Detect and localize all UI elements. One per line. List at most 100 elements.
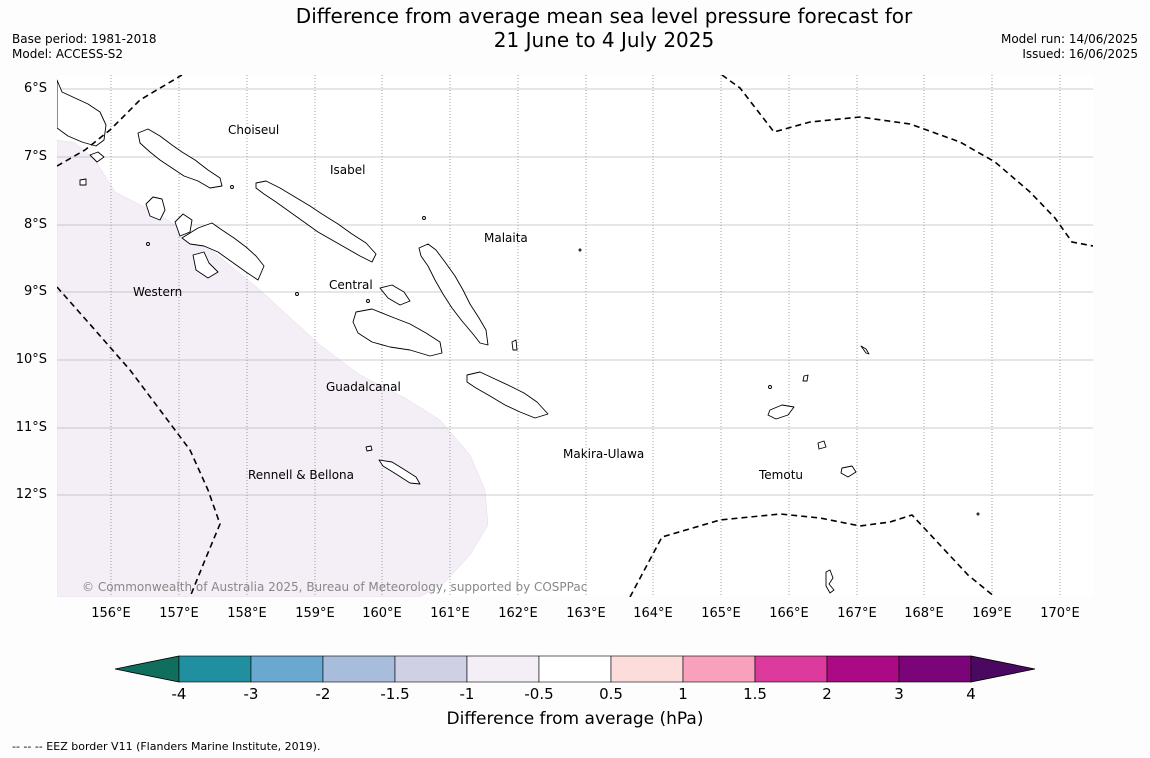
colorbar-label: 3 (894, 685, 904, 703)
coastline-shortland (79, 178, 87, 186)
colorbar-label: -0.5 (524, 685, 554, 703)
pressure-anomaly-area (57, 139, 489, 597)
lon-label-170e: 170°E (1040, 606, 1080, 621)
colorbar-segment (466, 655, 540, 683)
coastline-south-malaita (511, 339, 518, 351)
region-label-central: Central (329, 278, 373, 292)
coastline-malaita (418, 243, 489, 346)
colorbar (114, 655, 1036, 683)
coastline-new-georgia (181, 222, 265, 281)
eez-legend-note: -- -- -- EEZ border V11 (Flanders Marine… (12, 740, 321, 753)
coastline-kolombangara (174, 213, 193, 237)
coastline-ontong-islet (860, 345, 870, 355)
coastline-florida-islands (379, 284, 411, 306)
lon-label-163e: 163°E (566, 606, 606, 621)
lat-label-10s: 10°S (15, 352, 47, 367)
colorbar-segment (754, 655, 828, 683)
lon-label-157e: 157°E (159, 606, 199, 621)
coastline-duff-islands (802, 374, 809, 382)
colorbar-label: -1.5 (380, 685, 410, 703)
region-label-rennell-bellona: Rennell & Bellona (248, 468, 355, 482)
lon-label-169e: 169°E (972, 606, 1012, 621)
lon-label-161e: 161°E (430, 606, 470, 621)
eez-border-west (57, 75, 183, 167)
coastline-vanikoro (840, 465, 857, 478)
coastline-utupua (817, 440, 827, 450)
lat-label-11s: 11°S (15, 420, 47, 435)
colorbar-label: 0.5 (599, 685, 623, 703)
region-label-temotu: Temotu (759, 468, 804, 482)
region-label-choiseul: Choiseul (228, 123, 280, 137)
colorbar-label: -3 (243, 685, 259, 703)
colorbar-label: -2 (315, 685, 331, 703)
coastline-isabel (255, 180, 377, 263)
coastline-islet-e (976, 512, 980, 516)
coastline-islet-a (422, 216, 426, 220)
lon-label-159e: 159°E (295, 606, 335, 621)
lon-label-160e: 160°E (362, 606, 402, 621)
coastline-choiseul (137, 128, 223, 189)
coastline-guadalcanal (352, 308, 443, 357)
model-run-date: Model run: 14/06/2025 (1000, 32, 1138, 46)
lon-label-164e: 164°E (633, 606, 673, 621)
lon-label-158e: 158°E (227, 606, 267, 621)
colorbar-label: 1.5 (743, 685, 767, 703)
lon-label-162e: 162°E (498, 606, 538, 621)
coastline-islet-c (295, 292, 299, 296)
eez-border-southwest (57, 286, 221, 597)
lat-label-8s: 8°S (23, 217, 47, 232)
coastline-islet-d (768, 385, 772, 389)
lon-label-156e: 156°E (91, 606, 131, 621)
region-label-isabel: Isabel (330, 163, 366, 177)
copyright-notice: © Commonwealth of Australia 2025, Bureau… (82, 580, 588, 594)
colorbar-label: 4 (966, 685, 976, 703)
coastline-santa-cruz (767, 404, 795, 420)
coastline-anuta (825, 569, 835, 594)
eez-border-northeast (721, 75, 1093, 247)
lat-label-9s: 9°S (23, 284, 47, 299)
coastline-islet-f (146, 242, 150, 246)
lat-label-7s: 7°S (23, 149, 47, 164)
title-line-1: Difference from average mean sea level p… (295, 4, 913, 28)
title-line-2: 21 June to 4 July 2025 (493, 28, 715, 52)
region-label-guadalcanal: Guadalcanal (326, 380, 401, 394)
coastline-bougainville (57, 79, 107, 147)
colorbar-segment (898, 655, 972, 683)
coastline-rendova (192, 251, 219, 279)
coastline-bellona (365, 445, 373, 452)
colorbar-label: 1 (678, 685, 688, 703)
colorbar-label: -1 (459, 685, 475, 703)
lon-label-165e: 165°E (701, 606, 741, 621)
coastline-rennell (378, 459, 421, 485)
colorbar-segment (682, 655, 756, 683)
coastline-makira (466, 371, 549, 419)
colorbar-label: -4 (171, 685, 187, 703)
model-name: Model: ACCESS-S2 (12, 47, 124, 61)
colorbar-segment (826, 655, 900, 683)
colorbar-extend-high (970, 655, 1036, 683)
base-period: Base period: 1981-2018 (12, 32, 157, 46)
lon-label-167e: 167°E (837, 606, 877, 621)
colorbar-title: Difference from average (hPa) (446, 709, 704, 729)
issued-date: Issued: 16/06/2025 (1022, 47, 1138, 61)
colorbar-segment (322, 655, 396, 683)
lon-label-168e: 168°E (904, 606, 944, 621)
colorbar-segment (394, 655, 468, 683)
colorbar-segment (610, 655, 684, 683)
colorbar-segment (178, 655, 252, 683)
colorbar-extend-low (114, 655, 180, 683)
colorbar-segment (538, 655, 612, 683)
coastline-islet-h (366, 299, 370, 303)
region-label-malaita: Malaita (484, 231, 528, 245)
lat-label-12s: 12°S (15, 487, 47, 502)
lat-label-6s: 6°S (23, 81, 47, 96)
region-label-makira-ulawa: Makira-Ulawa (563, 447, 645, 461)
coastline-islet-g (230, 185, 234, 189)
coastline-islet-b (578, 248, 582, 252)
region-label-western: Western (133, 285, 183, 299)
colorbar-label: 2 (822, 685, 832, 703)
colorbar-segment (250, 655, 324, 683)
coastline-bougainville-islet (89, 151, 105, 163)
lon-label-166e: 166°E (769, 606, 809, 621)
